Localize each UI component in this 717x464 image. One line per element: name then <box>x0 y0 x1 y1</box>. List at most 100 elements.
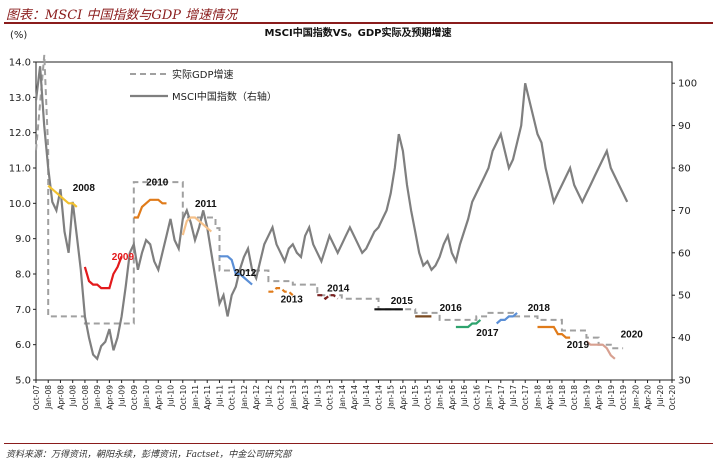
year-label-2014: 2014 <box>327 284 350 295</box>
left-tick-label: 8.0 <box>15 270 31 281</box>
x-tick-label: Jan-20 <box>631 385 640 410</box>
year-label-2011: 2011 <box>195 199 217 210</box>
x-tick-label: Jan-15 <box>387 385 396 410</box>
x-tick-label: Oct-11 <box>228 385 237 410</box>
right-tick-label: 70 <box>678 206 691 217</box>
left-tick-label: 11.0 <box>9 164 31 175</box>
x-tick-label: Apr-12 <box>252 385 261 410</box>
right-tick-label: 90 <box>678 121 691 132</box>
x-tick-label: Jul-12 <box>264 385 273 408</box>
x-tick-label: Oct-17 <box>521 385 530 410</box>
x-tick-label: Oct-13 <box>326 385 335 410</box>
x-tick-label: Jan-17 <box>485 385 494 410</box>
header-rule <box>4 22 713 24</box>
x-tick-label: Apr-15 <box>399 385 408 410</box>
right-tick-label: 50 <box>678 291 691 302</box>
x-tick-label: Jul-15 <box>411 385 420 408</box>
expectation-line-2011 <box>181 216 213 236</box>
year-label-2020: 2020 <box>621 330 644 341</box>
legend-msci-label: MSCI中国指数（右轴） <box>172 90 277 103</box>
right-tick-label: 30 <box>678 376 691 387</box>
legend-gdp-label: 实际GDP增速 <box>172 68 233 81</box>
year-label-2010: 2010 <box>146 178 169 189</box>
x-tick-label: Apr-16 <box>448 385 457 410</box>
year-label-2013: 2013 <box>281 294 304 305</box>
x-tick-label: Apr-20 <box>644 385 653 410</box>
x-tick-labels: Oct-07 Jan-08 Apr-08 Jul-08 Oct-08 Jan-09 Apr-… <box>32 385 677 410</box>
left-tick-label: 7.0 <box>15 305 31 316</box>
x-tick-label: Jul-14 <box>362 385 371 408</box>
left-tick-label: 12.0 <box>9 128 31 139</box>
x-tick-label: Jul-13 <box>313 385 322 408</box>
x-tick-label: Jul-11 <box>215 385 224 408</box>
x-tick-label: Oct-15 <box>423 385 432 410</box>
x-tick-label: Jul-20 <box>656 385 665 408</box>
left-axis-unit: (%) <box>10 30 27 41</box>
right-tick-label: 40 <box>678 333 691 344</box>
x-tick-label: Jan-16 <box>436 385 445 410</box>
x-tick-label: Oct-12 <box>277 385 286 410</box>
x-tick-label: Oct-19 <box>619 385 628 410</box>
x-tick-label: Oct-07 <box>32 385 41 410</box>
expectation-line-2012 <box>219 255 253 286</box>
left-tick-label: 13.0 <box>9 93 31 104</box>
annotation-group: 2008 2009 2010 2011 2012 2013 2014 2015 2016 2017… <box>73 178 644 352</box>
right-tick-label: 100 <box>678 79 697 90</box>
plot-frame <box>35 61 673 381</box>
year-label-2008: 2008 <box>73 183 96 194</box>
expectation-line-2010 <box>133 198 167 219</box>
x-tick-label: Oct-14 <box>374 385 383 410</box>
x-tick-label: Jul-18 <box>558 385 567 408</box>
x-tick-label: Jan-11 <box>191 385 200 410</box>
left-tick-label: 6.0 <box>15 340 31 351</box>
axes-group <box>33 61 675 383</box>
year-label-2015: 2015 <box>391 296 414 307</box>
x-tick-label: Apr-11 <box>203 385 212 410</box>
right-tick-label: 60 <box>678 248 691 259</box>
expectation-line-2019 <box>537 325 571 339</box>
legend: 实际GDP增速 MSCI中国指数（右轴） <box>130 68 277 103</box>
y-tick-labels: 14.0 13.0 12.0 11.0 10.0 9.0 8.0 7.0 6.0 5.0 100 90… <box>9 58 697 387</box>
left-tick-label: 9.0 <box>15 234 31 245</box>
x-tick-label: Oct-16 <box>472 385 481 410</box>
x-tick-label: Jul-16 <box>460 385 469 408</box>
expectation-line-2017 <box>455 319 482 329</box>
x-tick-label: Apr-19 <box>595 385 604 410</box>
expectation-line-2018 <box>495 312 518 325</box>
x-tick-label: Jan-12 <box>240 385 249 410</box>
chart-title: MSCI中国指数VS。GDP实际及预期增速 <box>265 26 452 39</box>
x-tick-label: Apr-09 <box>105 385 114 410</box>
x-tick-label: Oct-08 <box>81 385 90 410</box>
x-tick-label: Apr-10 <box>154 385 163 410</box>
expectation-line-2014 <box>317 294 339 301</box>
x-tick-label: Jul-09 <box>118 385 127 408</box>
gdp-actual-line <box>35 54 624 350</box>
x-tick-label: Apr-13 <box>301 385 310 410</box>
x-tick-label: Jul-19 <box>607 385 616 408</box>
year-label-2012: 2012 <box>234 268 257 279</box>
series-group <box>34 54 629 361</box>
x-tick-label: Oct-20 <box>668 385 677 410</box>
x-tick-label: Jan-09 <box>93 385 102 410</box>
x-tick-label: Oct-10 <box>179 385 188 410</box>
footer-rule <box>4 443 713 444</box>
x-tick-label: Jan-18 <box>533 385 542 410</box>
left-tick-label: 14.0 <box>9 58 31 69</box>
x-tick-label: Apr-17 <box>497 385 506 410</box>
x-tick-label: Apr-18 <box>546 385 555 410</box>
msci-index-line <box>34 66 629 361</box>
expectation-line-2009 <box>83 255 123 290</box>
right-tick-label: 80 <box>678 164 691 175</box>
x-tick-label: Apr-08 <box>56 385 65 410</box>
year-label-2019: 2019 <box>567 340 590 351</box>
x-tick-label: Oct-09 <box>130 385 139 410</box>
year-label-2009: 2009 <box>112 252 135 263</box>
x-tick-label: Apr-14 <box>350 385 359 410</box>
year-label-2016: 2016 <box>440 303 463 314</box>
expectation-line-2013 <box>268 287 294 297</box>
x-tick-label: Jan-13 <box>289 385 298 410</box>
x-tick-label: Oct-18 <box>570 385 579 410</box>
x-tick-label: Jul-10 <box>167 385 176 408</box>
x-tick-label: Jan-14 <box>338 385 347 410</box>
